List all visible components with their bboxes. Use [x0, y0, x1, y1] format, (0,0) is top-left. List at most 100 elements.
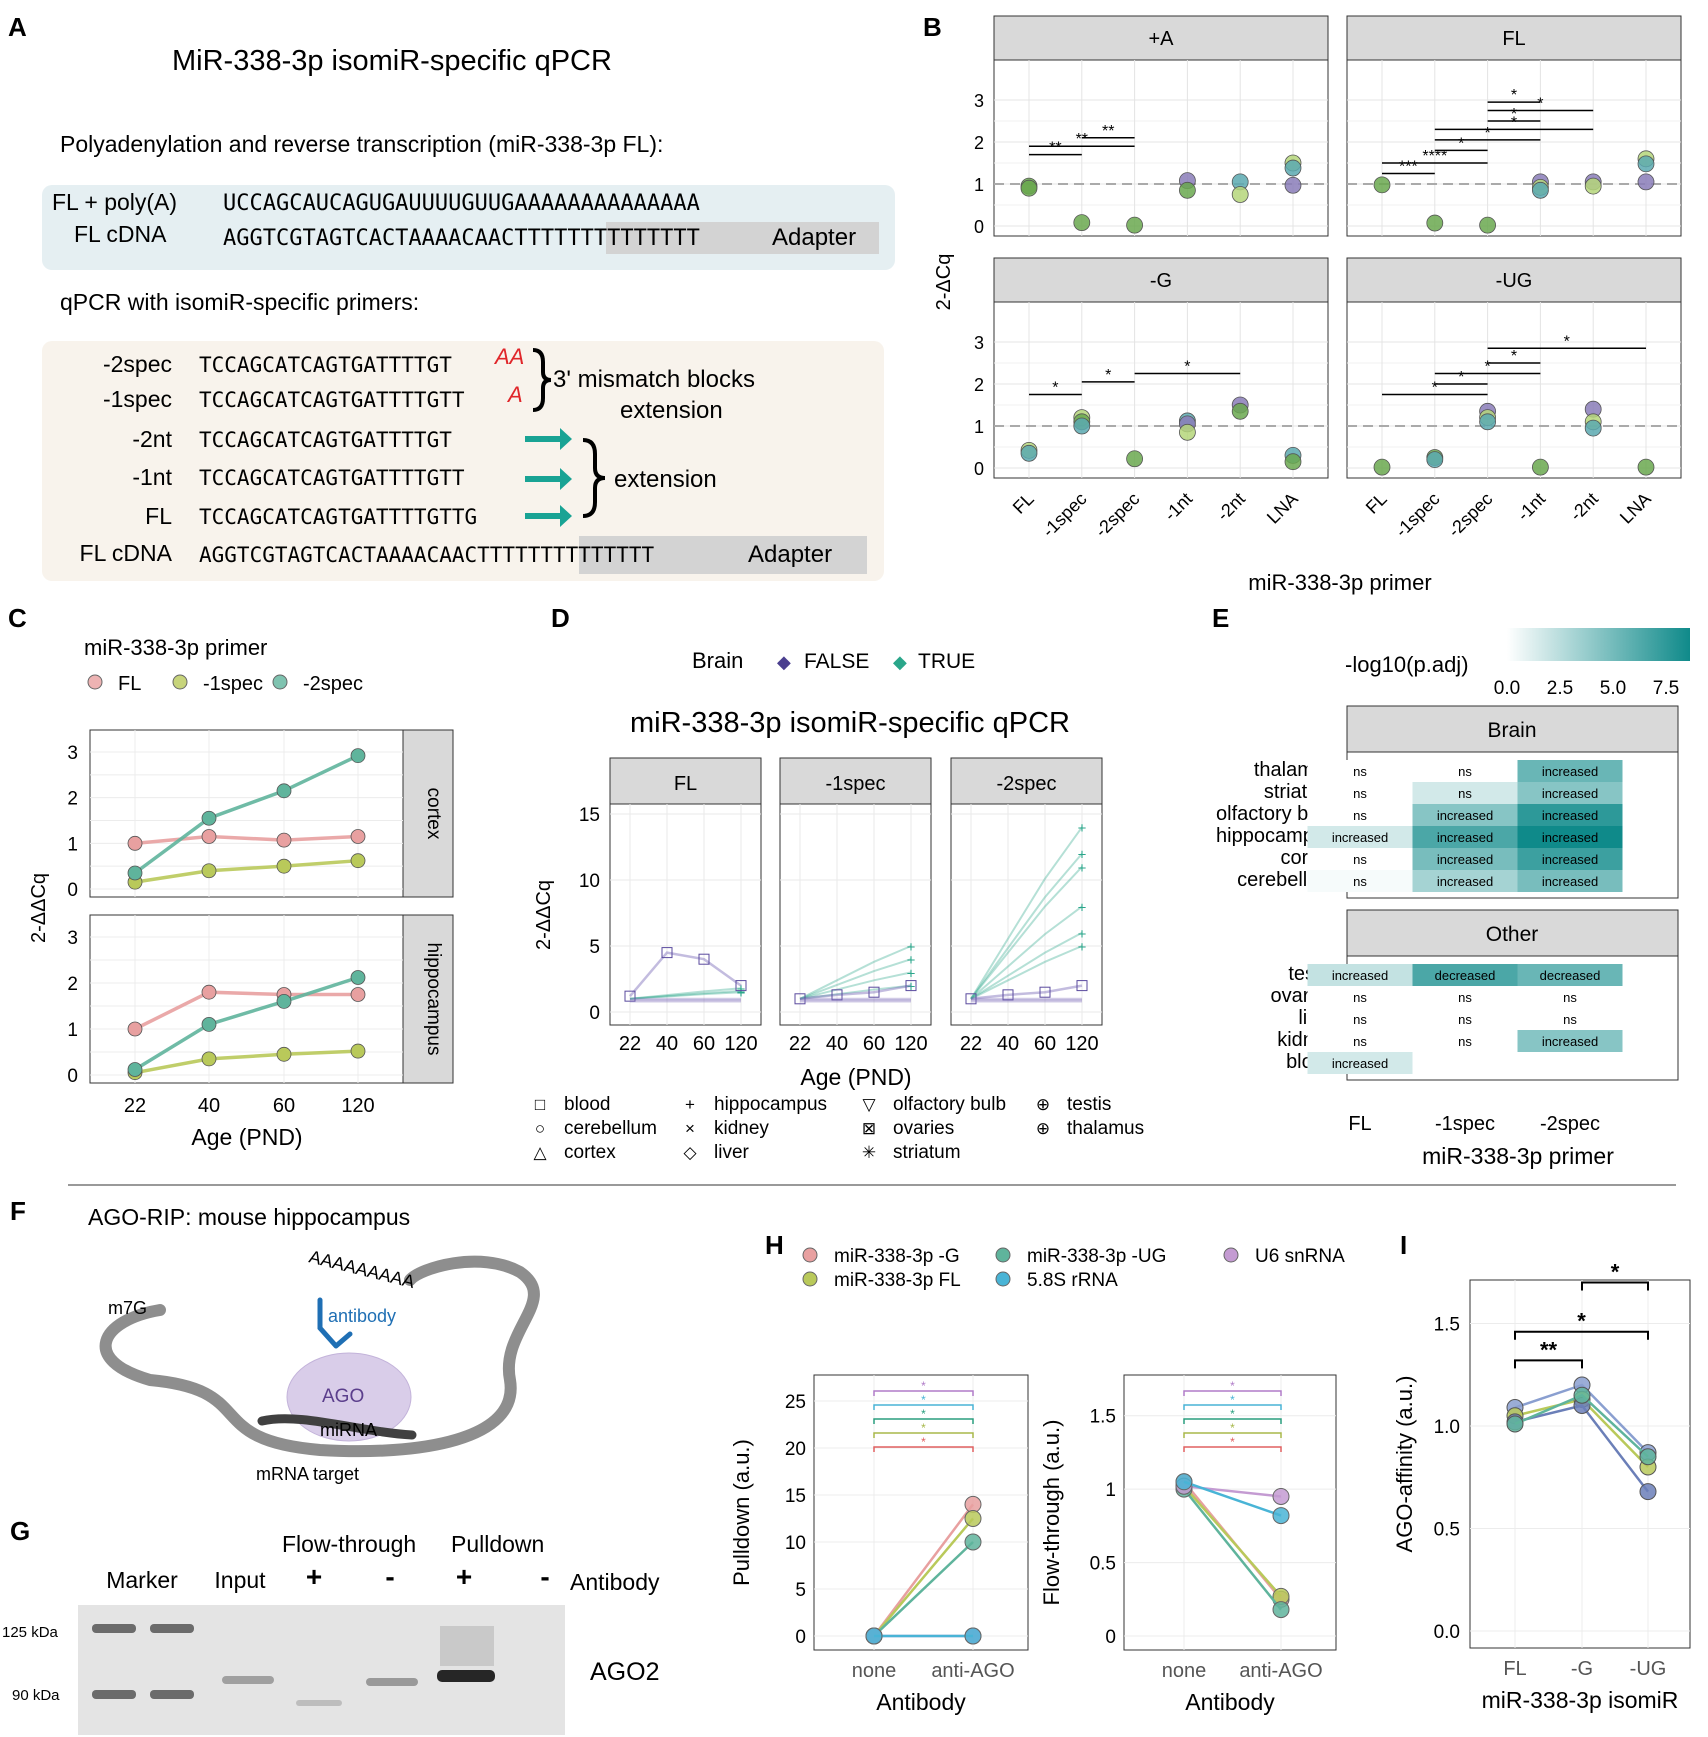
data-point — [201, 829, 217, 844]
shape-key: + — [685, 1095, 695, 1114]
adapter-band-2 — [579, 536, 867, 574]
facet-title: -UG — [1496, 270, 1533, 292]
data-point — [201, 810, 217, 826]
y-tick-label: 5 — [795, 1580, 806, 1601]
data-point — [350, 829, 366, 844]
legend-bar — [1507, 628, 1690, 661]
cell-label: increased — [1332, 968, 1388, 983]
cell-label: ns — [1353, 990, 1367, 1005]
facet-strip — [1346, 257, 1682, 303]
facet-strip — [609, 757, 762, 805]
cell-label: ns — [1563, 1012, 1577, 1027]
y-tick-label: 1 — [974, 417, 984, 437]
sig-bracket — [1183, 1390, 1282, 1396]
cell-label: increased — [1332, 830, 1388, 845]
legend-key — [1223, 1247, 1239, 1263]
shape-label: cortex — [564, 1142, 616, 1163]
data-point: + — [1078, 860, 1087, 877]
shape-label: kidney — [714, 1118, 769, 1139]
sig-label: * — [1230, 1407, 1235, 1421]
legend-key — [272, 674, 288, 690]
x-tick-label: -2spec — [1444, 489, 1496, 541]
panel-letter-g: G — [10, 1516, 30, 1546]
data-point — [1479, 216, 1496, 234]
legend-label: FALSE — [804, 650, 869, 673]
x-tick-label: 120 — [1065, 1033, 1098, 1055]
y-axis-title: 2-ΔCq — [933, 254, 955, 311]
shape-label: liver — [714, 1142, 750, 1163]
shape-key: ✳ — [862, 1143, 876, 1162]
legend-label: U6 snRNA — [1255, 1246, 1345, 1267]
shape-key: ⊕ — [1036, 1095, 1050, 1114]
legend-tick: 2.5 — [1547, 678, 1573, 699]
facet-panel — [1346, 301, 1682, 479]
y-tick-label: 1.5 — [1434, 1315, 1460, 1336]
cell-label: decreased — [1540, 968, 1601, 983]
panel-letter-e: E — [1212, 603, 1229, 633]
facet-strip — [779, 757, 932, 805]
y-tick-label: 25 — [785, 1392, 806, 1413]
x-tick-label: 120 — [341, 1095, 374, 1117]
y-tick-label: 10 — [785, 1533, 806, 1554]
facet-title: FL — [1502, 28, 1525, 50]
heatmap-cell — [1517, 870, 1623, 892]
kda-90-label: 90 kDa — [12, 1687, 60, 1704]
data-point — [1272, 1487, 1290, 1505]
y-tick-label: 0.0 — [1434, 1622, 1460, 1643]
y-tick-label: 2 — [974, 375, 984, 395]
antibody-axis-label: Antibody — [570, 1569, 660, 1595]
cell-label: increased — [1437, 808, 1493, 823]
data-point — [350, 853, 366, 869]
series-line — [134, 975, 359, 1071]
sig-label: **** — [1422, 148, 1447, 165]
cell-label: increased — [1542, 852, 1598, 867]
sig-label: ** — [1540, 1337, 1558, 1362]
panel-letter-f: F — [10, 1196, 26, 1226]
y-tick-label: 0 — [974, 217, 984, 237]
data-point — [276, 832, 292, 848]
chart-panel — [813, 1374, 1029, 1651]
data-point — [1020, 444, 1038, 462]
facet-panel — [1346, 59, 1682, 237]
sig-label: * — [1577, 1309, 1586, 1334]
legend-label: -2spec — [303, 673, 363, 695]
data-point — [1076, 980, 1088, 992]
band-smear — [440, 1626, 494, 1666]
data-point — [201, 984, 217, 1000]
y-tick-label: 0.5 — [1090, 1554, 1116, 1575]
facet-strip — [1346, 705, 1679, 753]
heatmap-cell — [1412, 760, 1518, 782]
shape-key: △ — [533, 1143, 547, 1162]
panel-d: D Brain ◆ FALSE ◆ TRUE miR-338-3p isomiR-spec… — [533, 603, 1144, 1163]
mismatch-text-2: extension — [620, 397, 723, 424]
x-tick-label: -2nt — [1213, 489, 1249, 525]
data-point — [1002, 989, 1014, 1001]
qpcr-subtitle: qPCR with isomiR-specific primers: — [60, 289, 419, 315]
data-point — [1532, 181, 1549, 199]
heatmap-cell — [1307, 782, 1413, 804]
facet-strip — [950, 757, 1103, 805]
panel-g: G Flow-through Pulldown Marker Input + -… — [2, 1516, 660, 1735]
band — [296, 1700, 342, 1706]
x-tick-label: -2spec — [1091, 489, 1143, 541]
y-tick-label: 15 — [579, 805, 600, 826]
cell-label: increased — [1437, 852, 1493, 867]
heatmap-cell — [1517, 986, 1623, 1008]
cell-label: ns — [1458, 786, 1472, 801]
heatmap-cell — [1517, 804, 1623, 826]
series-line — [799, 945, 912, 1000]
sig-bracket — [873, 1404, 974, 1410]
x-axis-title: Antibody — [876, 1689, 966, 1715]
x-tick-label: anti-AGO — [1239, 1660, 1322, 1682]
facet-strip — [1346, 909, 1679, 957]
data-point — [1073, 417, 1091, 435]
x-tick-label: -1nt — [1160, 489, 1196, 525]
series-line — [629, 991, 742, 1000]
cell-label: increased — [1332, 1056, 1388, 1071]
series-line — [134, 834, 359, 846]
m7g-label: m7G — [108, 1298, 147, 1318]
data-point: + — [907, 939, 916, 956]
legend-label: miR-338-3p -G — [834, 1246, 960, 1267]
sig-bracket — [1514, 1359, 1583, 1369]
